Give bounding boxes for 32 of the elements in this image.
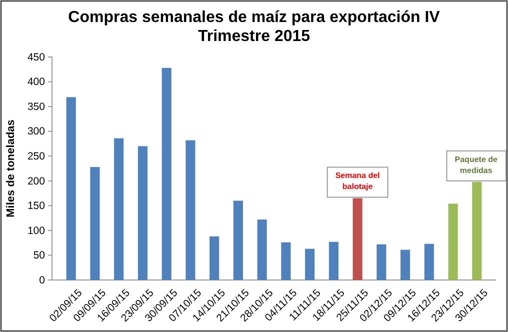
y-tick-label: 200 [27, 175, 46, 188]
y-tick-label: 100 [27, 224, 46, 237]
bar [305, 248, 315, 280]
bar [376, 244, 386, 280]
annotation: Semana del balotaje [335, 171, 380, 192]
bar [424, 244, 434, 280]
bar [257, 220, 267, 280]
y-tick-label: 250 [27, 150, 46, 162]
bar [328, 242, 338, 280]
y-tick-label: 300 [27, 126, 46, 138]
bar [281, 242, 291, 280]
y-tick-label: 50 [33, 250, 46, 262]
bar [66, 97, 76, 280]
bar [400, 250, 410, 280]
y-tick-label: 350 [27, 100, 46, 113]
bar [352, 198, 362, 280]
y-tick-label: 150 [27, 200, 46, 212]
bar [472, 182, 482, 280]
bar [114, 138, 124, 280]
bar [233, 200, 243, 280]
annotation: Paquete de medidas [454, 154, 498, 175]
bar [448, 204, 458, 280]
chart-title: Compras semanales de maíz para exportación IV Trimestre 2015 [68, 9, 440, 45]
y-tick-label: 400 [27, 76, 46, 88]
bar [186, 140, 196, 280]
bar [210, 236, 220, 280]
bar [162, 68, 172, 280]
y-tick-label: 450 [27, 51, 46, 64]
y-axis-title: Miles de toneladas [5, 120, 17, 218]
y-tick-label: 0 [39, 274, 46, 286]
bar [138, 146, 148, 280]
bar [90, 167, 100, 280]
